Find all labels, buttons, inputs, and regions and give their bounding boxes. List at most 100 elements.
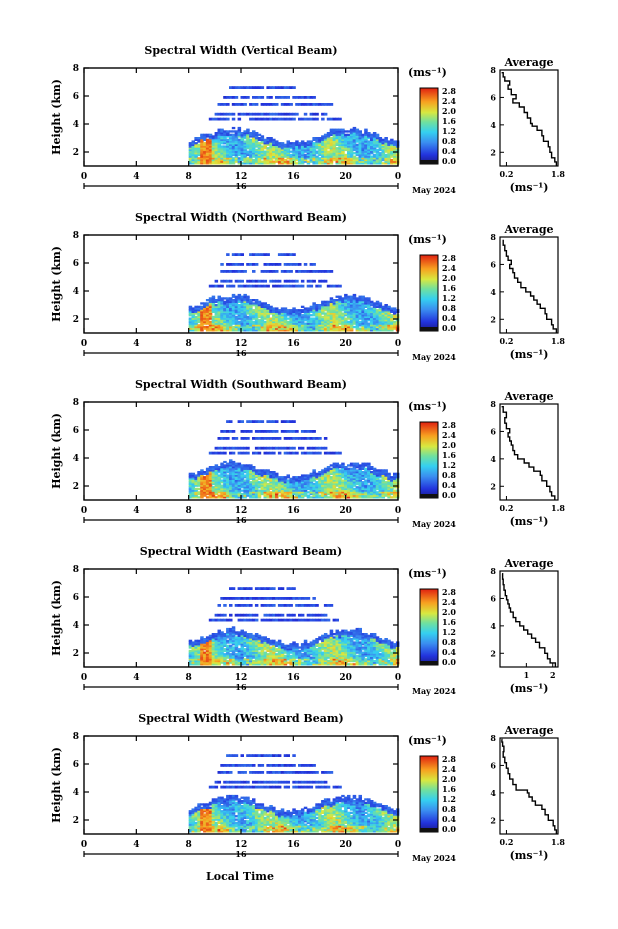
heatmap-cell	[384, 143, 388, 146]
heatmap-cell	[263, 329, 267, 332]
heatmap-cell	[246, 464, 250, 467]
heatmap-cell	[375, 479, 380, 482]
heatmap-cell	[384, 317, 388, 320]
heatmap-cell	[338, 476, 342, 479]
heatmap-cell	[214, 147, 219, 150]
heatmap-cell	[277, 112, 282, 116]
heatmap-cell	[254, 157, 259, 160]
heatmap-cell	[191, 325, 195, 329]
heatmap-cell	[263, 489, 267, 492]
heatmap-cell	[378, 479, 383, 482]
heatmap-cell	[272, 310, 276, 313]
heatmap-cell	[205, 482, 210, 486]
heatmap-cell	[323, 148, 328, 152]
heatmap-cell	[223, 309, 227, 312]
heatmap-cell	[231, 481, 236, 484]
heatmap-cell	[188, 482, 193, 486]
heatmap-cell	[309, 319, 314, 322]
heatmap-cell	[229, 327, 233, 330]
heatmap-cell	[240, 133, 244, 136]
heatmap-cell	[240, 663, 244, 666]
heatmap-cell	[323, 327, 328, 330]
heatmap-cell	[341, 145, 345, 148]
heatmap-cell	[321, 137, 325, 140]
heatmap-cell	[260, 325, 265, 329]
heatmap-cell	[263, 305, 267, 308]
heatmap-cell	[226, 653, 230, 656]
heatmap-cell	[298, 491, 302, 494]
heatmap-cell	[263, 157, 267, 160]
heatmap-cell	[208, 646, 213, 649]
heatmap-cell	[246, 300, 250, 303]
heatmap-cell	[203, 646, 207, 649]
heatmap-cell	[315, 481, 319, 484]
heatmap-cell	[243, 618, 247, 622]
heatmap-cell	[323, 314, 328, 317]
heatmap-cell	[364, 153, 368, 157]
heatmap-cell	[257, 658, 262, 661]
heatmap-cell	[260, 597, 265, 600]
heatmap-cell	[335, 117, 339, 121]
heatmap-cell	[372, 314, 377, 317]
heatmap-cell	[309, 489, 314, 492]
heatmap-cell	[254, 112, 259, 116]
heatmap-cell	[188, 649, 193, 653]
heatmap-cell	[303, 103, 308, 106]
heatmap-cell	[205, 158, 210, 162]
heatmap-cell	[214, 140, 219, 143]
heatmap-cell	[312, 270, 316, 273]
heatmap-cell	[229, 484, 233, 487]
heatmap-cell	[243, 300, 247, 303]
heatmap-cell	[211, 304, 216, 307]
heatmap-cell	[263, 142, 267, 145]
heatmap-cell	[364, 481, 368, 484]
heatmap-cell	[277, 613, 282, 617]
heatmap-cell	[226, 489, 230, 492]
heatmap-cell	[214, 643, 219, 646]
heatmap-cell	[266, 430, 270, 433]
heatmap-cell	[231, 103, 236, 106]
heatmap-cell	[335, 320, 339, 324]
heatmap-cell	[226, 648, 230, 651]
heatmap-cell	[240, 263, 244, 266]
heatmap-cell	[375, 487, 380, 491]
heatmap-cell	[309, 148, 314, 152]
heatmap-cell	[226, 464, 230, 467]
heatmap-cell	[246, 481, 250, 484]
heatmap-cell	[191, 140, 195, 143]
heatmap-cell	[237, 270, 242, 273]
heatmap-cell	[191, 477, 195, 480]
heatmap-cell	[370, 487, 374, 491]
heatmap-cell	[197, 472, 201, 475]
heatmap-cell	[283, 153, 288, 157]
heatmap-cell	[237, 157, 242, 160]
heatmap-cell	[384, 305, 388, 308]
heatmap-cell	[275, 618, 279, 622]
heatmap-cell	[375, 312, 380, 315]
heatmap-cell	[266, 639, 270, 642]
heatmap-cell	[344, 140, 348, 143]
heatmap-cell	[387, 314, 391, 317]
heatmap-cell	[381, 492, 385, 496]
heatmap-cell	[243, 297, 247, 300]
heatmap-cell	[217, 649, 221, 653]
heatmap-cell	[237, 654, 242, 658]
heatmap-cell	[220, 133, 224, 136]
heatmap-cell	[234, 646, 239, 649]
heatmap-cell	[226, 117, 230, 121]
heatmap-cell	[226, 152, 230, 155]
heatmap-cell	[378, 496, 383, 499]
heatmap-cell	[240, 420, 244, 423]
heatmap-cell	[211, 152, 216, 155]
heatmap-cell	[243, 315, 247, 319]
heatmap-cell	[393, 324, 397, 327]
heatmap-cell	[220, 639, 224, 642]
heatmap-cell	[378, 471, 383, 474]
heatmap-cell	[381, 496, 385, 499]
heatmap-cell	[338, 295, 342, 298]
heatmap-cell	[361, 314, 365, 317]
heatmap-cell	[364, 130, 368, 133]
heatmap-cell	[367, 489, 371, 492]
heatmap-cell	[272, 651, 276, 654]
heatmap-cell	[306, 150, 311, 153]
